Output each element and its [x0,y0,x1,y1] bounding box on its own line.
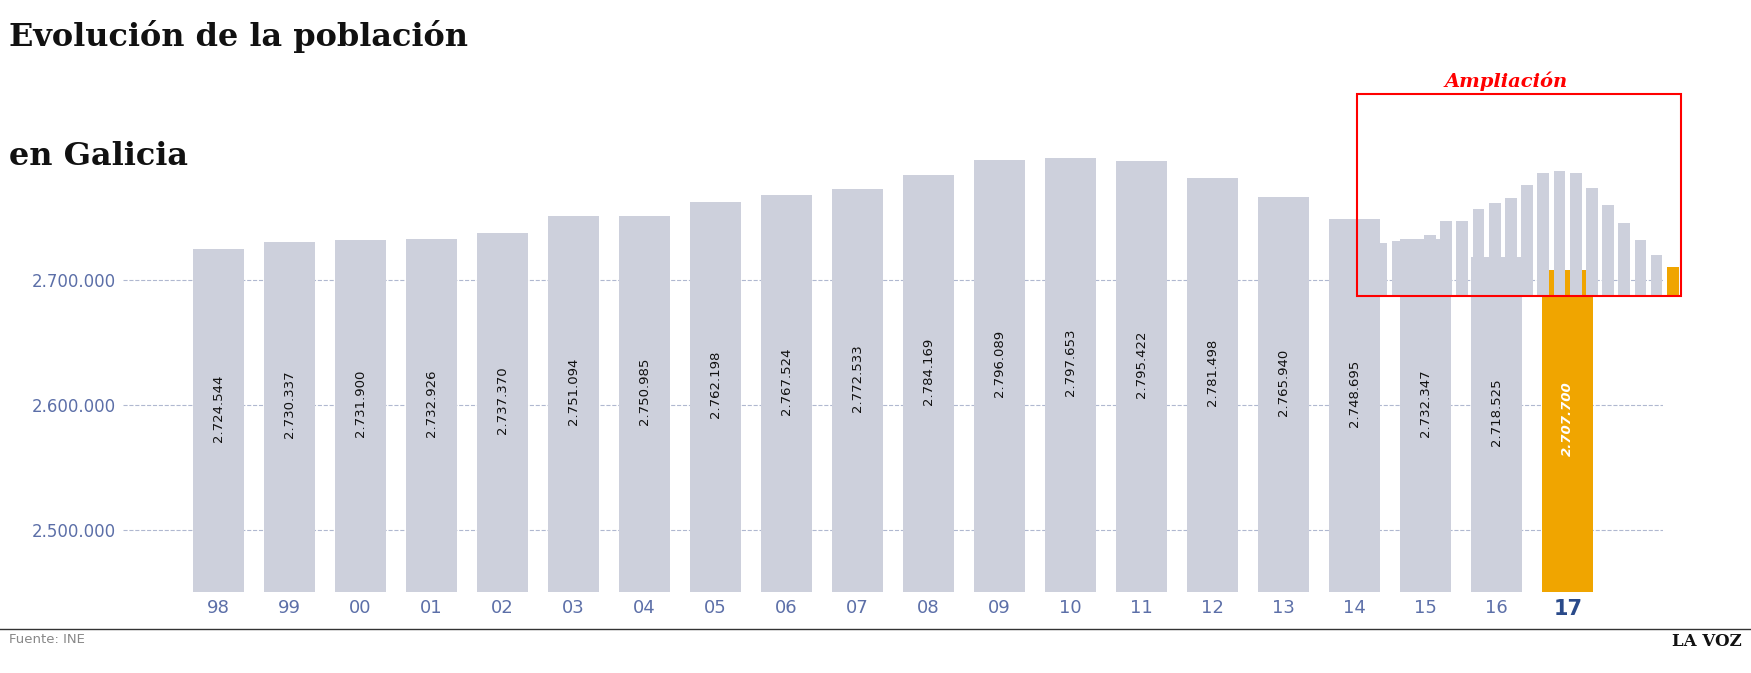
Text: LA VOZ: LA VOZ [1672,633,1742,649]
Text: 2.767.524: 2.767.524 [779,347,793,415]
Bar [1357,94,1681,296]
Bar [1571,174,1581,673]
Bar [1424,235,1436,673]
Bar [1537,173,1550,673]
Text: 2.765.940: 2.765.940 [1276,349,1290,416]
Bar [1401,240,1452,673]
Bar [762,195,812,673]
Bar [1187,178,1238,673]
Text: 2.737.370: 2.737.370 [496,366,510,434]
Bar [1045,157,1096,673]
Bar [974,160,1024,673]
Text: 2.731.900: 2.731.900 [354,370,366,437]
Text: Ampliación: Ampliación [1445,71,1567,91]
Text: Evolución de la población: Evolución de la población [9,20,468,53]
Text: 2.707.700: 2.707.700 [1562,382,1574,456]
Bar [1667,267,1679,673]
Text: 2.784.169: 2.784.169 [923,337,935,404]
Bar [1457,221,1467,673]
Bar [1471,256,1522,673]
Text: 2.781.498: 2.781.498 [1206,339,1219,406]
Bar [334,240,385,673]
Bar [1376,243,1387,673]
Bar [1441,221,1452,673]
Text: 2.718.525: 2.718.525 [1490,378,1504,446]
Bar [1602,205,1614,673]
Text: en Galicia: en Galicia [9,141,187,172]
Bar [1618,223,1630,673]
Bar [1408,240,1420,673]
Bar [1586,188,1597,673]
Bar [1392,241,1403,673]
Text: 2.751.094: 2.751.094 [567,358,580,425]
Text: 2.750.985: 2.750.985 [637,358,651,425]
Text: Fuente: INE: Fuente: INE [9,633,84,645]
Bar [904,174,954,673]
Bar [1506,198,1516,673]
Text: 2.762.198: 2.762.198 [709,351,721,419]
Text: 2.796.089: 2.796.089 [993,330,1007,397]
Text: 2.724.544: 2.724.544 [212,374,224,442]
Bar [406,239,457,673]
Bar [1635,240,1646,673]
Bar [1553,171,1565,673]
Text: 2.732.347: 2.732.347 [1420,369,1432,437]
Bar [1522,186,1532,673]
Bar [1651,255,1662,673]
Bar [264,242,315,673]
Text: 2.730.337: 2.730.337 [282,371,296,438]
Bar [1543,270,1593,673]
Bar [1359,249,1371,673]
Bar [476,233,527,673]
Bar [1259,197,1310,673]
Bar [618,216,671,673]
Bar [1488,203,1501,673]
Text: 2.748.695: 2.748.695 [1348,359,1361,427]
Bar [1329,219,1380,673]
Text: 2.772.533: 2.772.533 [851,345,863,412]
Bar [1473,209,1485,673]
Text: 2.795.422: 2.795.422 [1135,330,1149,398]
Bar [690,202,741,673]
Bar [548,216,599,673]
Text: 2.732.926: 2.732.926 [425,369,438,437]
Bar [1115,161,1168,673]
Bar [832,189,883,673]
Text: 2.797.653: 2.797.653 [1065,328,1077,396]
Bar [193,249,243,673]
